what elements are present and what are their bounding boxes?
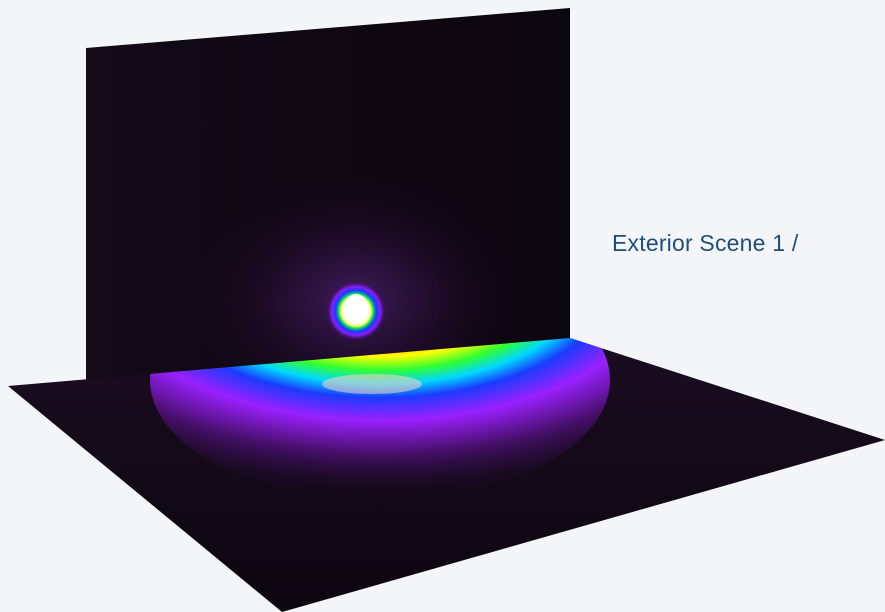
- floor-hotspot: [322, 374, 422, 394]
- wall-hotspot-core: [344, 294, 368, 322]
- scene-title: Exterior Scene 1 /: [612, 230, 799, 256]
